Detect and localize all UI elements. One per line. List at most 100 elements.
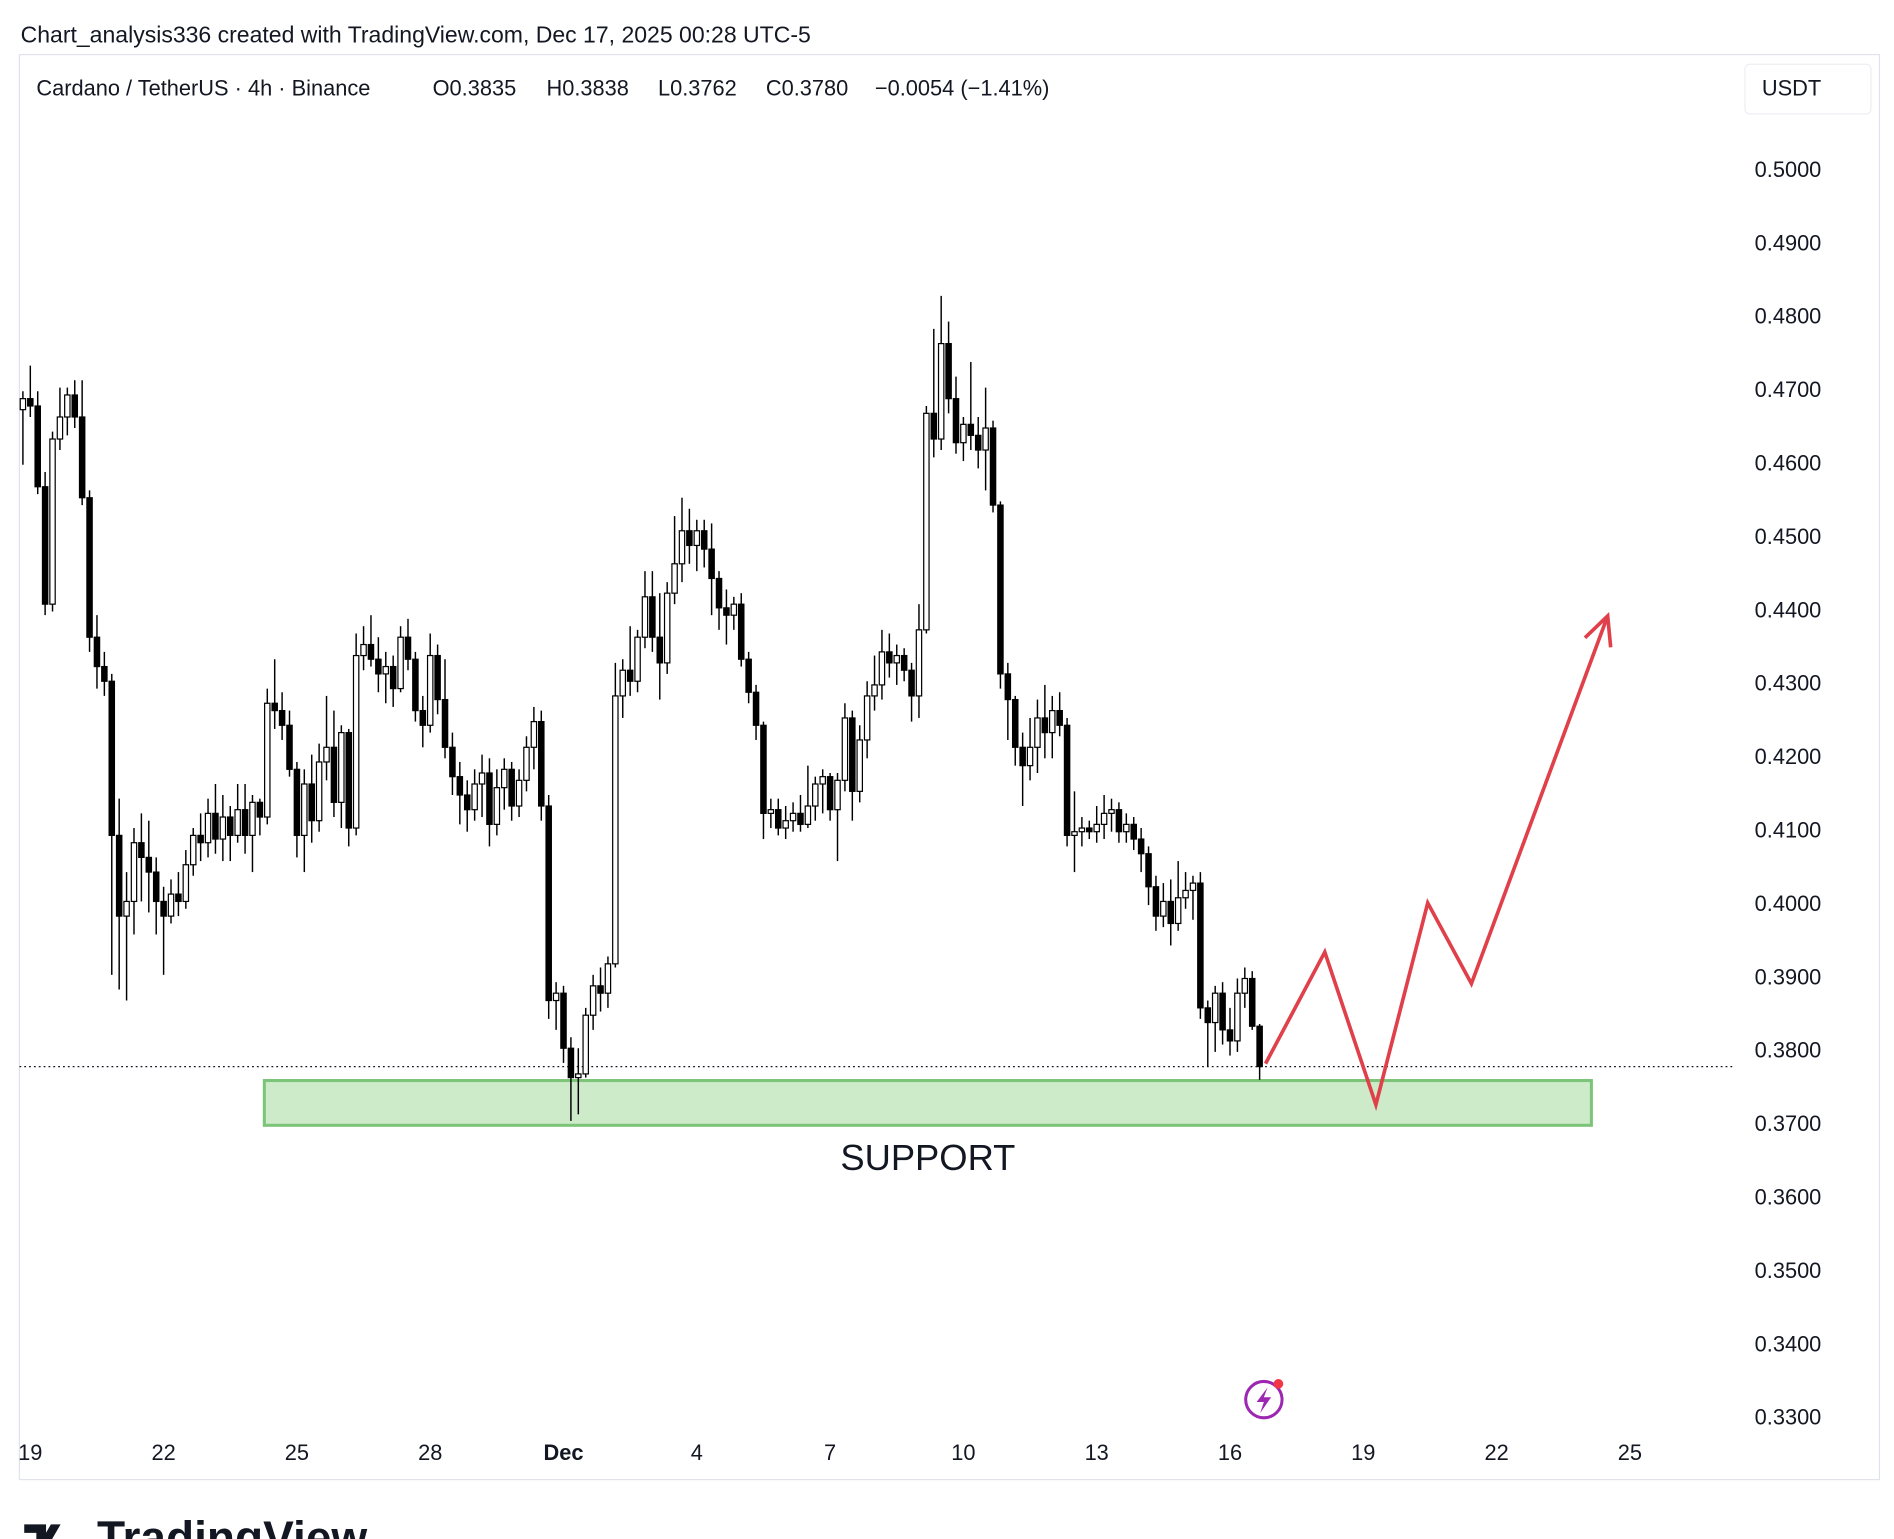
candle-body bbox=[182, 864, 190, 903]
candle-body bbox=[256, 801, 264, 818]
candle-body bbox=[1145, 853, 1152, 888]
candle-body bbox=[1130, 823, 1138, 840]
logo-text: TradingView bbox=[97, 1512, 367, 1539]
candle-body bbox=[982, 427, 989, 451]
candle-body bbox=[204, 812, 212, 844]
time-axis: 19 22 25 28 Dec 4 7 10 13 16 19 22 25 bbox=[18, 1440, 1642, 1465]
currency-button[interactable] bbox=[1744, 63, 1872, 115]
candle-body bbox=[930, 412, 938, 440]
y-tick-label: 0.3400 bbox=[1755, 1331, 1822, 1356]
x-tick-label: 19 bbox=[18, 1440, 42, 1465]
candle-body bbox=[145, 856, 153, 873]
currency-label[interactable]: USDT bbox=[1762, 75, 1821, 100]
candle-body bbox=[604, 963, 612, 994]
candle-body bbox=[567, 1047, 575, 1079]
y-tick-label: 0.4900 bbox=[1755, 230, 1822, 255]
candle-body bbox=[863, 695, 871, 741]
y-tick-label: 0.3600 bbox=[1755, 1184, 1822, 1209]
candle-body bbox=[737, 603, 745, 660]
candle-body bbox=[404, 636, 412, 660]
candle-body bbox=[849, 717, 856, 792]
candle-body bbox=[19, 398, 27, 411]
candle-body bbox=[826, 776, 834, 811]
y-tick-label: 0.5000 bbox=[1755, 157, 1822, 182]
y-tick-label: 0.3800 bbox=[1755, 1038, 1822, 1063]
alert-icon[interactable] bbox=[1244, 1379, 1284, 1420]
candle-body bbox=[389, 665, 397, 690]
candle-body bbox=[478, 772, 486, 785]
candle-body bbox=[989, 427, 997, 506]
candle-body bbox=[774, 809, 782, 829]
candle-body bbox=[34, 405, 41, 488]
candle-body bbox=[1123, 823, 1130, 833]
candle-body bbox=[693, 530, 701, 547]
candle-body bbox=[86, 497, 93, 638]
candle-body bbox=[789, 812, 797, 822]
ohlc-change: −0.0054 (−1.41%) bbox=[875, 75, 1050, 100]
candle-body bbox=[508, 768, 515, 807]
ohlc-high: H0.3838 bbox=[547, 75, 629, 100]
candle-body bbox=[974, 434, 982, 451]
candle-body bbox=[367, 643, 375, 660]
candle-body bbox=[538, 721, 545, 807]
candle-body bbox=[523, 746, 530, 781]
candle-body bbox=[456, 776, 464, 796]
candle-body bbox=[819, 776, 826, 785]
candle-body bbox=[234, 809, 241, 836]
candle-body bbox=[663, 592, 671, 664]
candle-body bbox=[560, 992, 567, 1049]
y-tick-label: 0.3300 bbox=[1755, 1405, 1822, 1430]
header-text: Chart_analysis336 created with TradingVi… bbox=[21, 21, 811, 47]
x-tick-label: 19 bbox=[1351, 1440, 1375, 1465]
candle-body bbox=[167, 893, 175, 917]
candle-body bbox=[441, 698, 449, 748]
candle-body bbox=[760, 724, 767, 814]
y-tick-label: 0.4200 bbox=[1755, 744, 1822, 769]
candle-body bbox=[745, 658, 752, 693]
candle-body bbox=[952, 398, 960, 444]
candle-body bbox=[1256, 1025, 1263, 1068]
candle-body bbox=[115, 834, 123, 917]
candle-body bbox=[382, 665, 390, 675]
candle-body bbox=[708, 548, 715, 580]
support-zone bbox=[262, 1079, 1593, 1127]
x-tick-label: 16 bbox=[1218, 1440, 1242, 1465]
candle-body bbox=[900, 654, 908, 671]
candle-body bbox=[997, 504, 1004, 675]
candle-body bbox=[515, 779, 523, 807]
x-tick-label: 13 bbox=[1085, 1440, 1109, 1465]
candle-body bbox=[160, 900, 167, 917]
y-tick-label: 0.3500 bbox=[1755, 1258, 1822, 1283]
symbol-title: Cardano / TetherUS · 4h · Binance bbox=[36, 75, 370, 100]
candle-body bbox=[1189, 882, 1197, 892]
x-tick-label: 7 bbox=[824, 1440, 836, 1465]
candle-body bbox=[338, 732, 345, 803]
candle-body bbox=[463, 794, 471, 811]
candle-body bbox=[575, 1073, 582, 1079]
candle-body bbox=[49, 438, 56, 605]
candle-body bbox=[1248, 977, 1256, 1027]
candle-body bbox=[108, 680, 116, 836]
candle-body bbox=[123, 900, 130, 917]
candle-body bbox=[908, 669, 915, 697]
candle-body bbox=[1152, 886, 1160, 917]
candle-body bbox=[1063, 724, 1071, 836]
candle-body bbox=[678, 530, 686, 565]
candle-body bbox=[834, 779, 841, 811]
candle-body bbox=[723, 607, 730, 616]
candle-body bbox=[27, 398, 34, 407]
candle-body bbox=[1004, 673, 1012, 701]
candle-body bbox=[500, 768, 508, 789]
candle-body bbox=[330, 746, 338, 803]
candle-body bbox=[315, 761, 323, 822]
candle-body bbox=[752, 691, 760, 726]
candle-body bbox=[78, 416, 86, 499]
candle-body bbox=[582, 1014, 589, 1075]
candle-body bbox=[671, 563, 678, 594]
candle-body bbox=[1226, 1029, 1234, 1042]
y-tick-label: 0.4400 bbox=[1755, 597, 1822, 622]
candle-body bbox=[686, 530, 693, 547]
candle-body bbox=[189, 834, 197, 866]
candle-body bbox=[626, 669, 634, 682]
